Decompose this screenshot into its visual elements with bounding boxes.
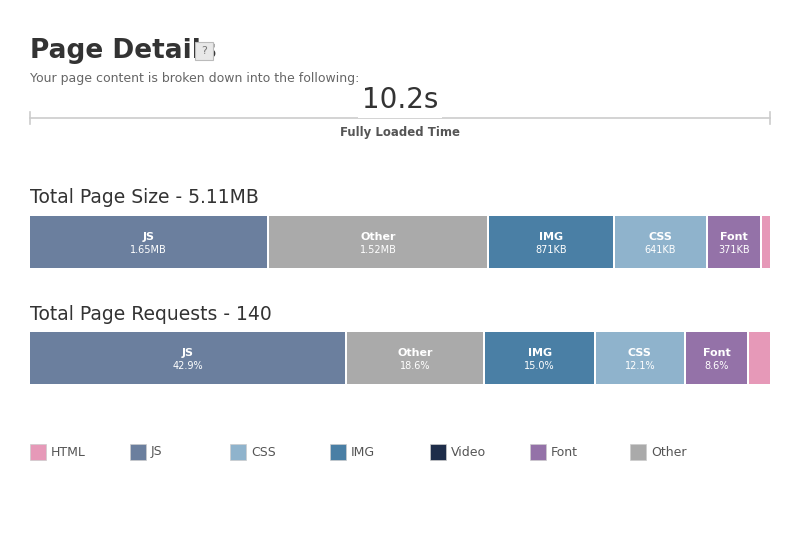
Text: 18.6%: 18.6% <box>400 361 430 371</box>
Bar <box>347 332 483 384</box>
Text: Fully Loaded Time: Fully Loaded Time <box>340 126 460 139</box>
Text: 641KB: 641KB <box>645 245 676 255</box>
Text: 15.0%: 15.0% <box>524 361 555 371</box>
Text: Font: Font <box>551 445 578 458</box>
Text: Other: Other <box>651 445 686 458</box>
Text: 1.65MB: 1.65MB <box>130 245 167 255</box>
Text: 10.2s: 10.2s <box>362 86 438 114</box>
Text: JS: JS <box>142 232 154 242</box>
Bar <box>489 216 613 268</box>
Text: 8.6%: 8.6% <box>704 361 729 371</box>
Text: CSS: CSS <box>649 232 673 242</box>
Bar <box>762 216 770 268</box>
Text: Page Details: Page Details <box>30 38 217 64</box>
Text: JS: JS <box>182 348 194 358</box>
Bar <box>708 216 760 268</box>
Bar <box>750 332 770 384</box>
Text: IMG: IMG <box>351 445 375 458</box>
Text: Font: Font <box>720 232 748 242</box>
Bar <box>530 444 546 460</box>
Bar <box>195 42 213 60</box>
Bar <box>615 216 706 268</box>
Text: 371KB: 371KB <box>718 245 750 255</box>
Bar <box>330 444 346 460</box>
Text: IMG: IMG <box>527 348 552 358</box>
Text: Other: Other <box>398 348 433 358</box>
Text: 871KB: 871KB <box>535 245 567 255</box>
Text: Total Page Requests - 140: Total Page Requests - 140 <box>30 305 272 324</box>
Text: 12.1%: 12.1% <box>625 361 655 371</box>
Text: 42.9%: 42.9% <box>173 361 203 371</box>
Text: JS: JS <box>151 445 162 458</box>
Bar <box>485 332 594 384</box>
Text: HTML: HTML <box>51 445 86 458</box>
Text: IMG: IMG <box>539 232 563 242</box>
Text: CSS: CSS <box>251 445 276 458</box>
Bar <box>130 444 146 460</box>
Bar <box>430 444 446 460</box>
Bar <box>30 332 346 384</box>
Bar <box>686 332 747 384</box>
Text: Video: Video <box>451 445 486 458</box>
Bar <box>596 332 684 384</box>
Text: 1.52MB: 1.52MB <box>359 245 396 255</box>
Text: Total Page Size - 5.11MB: Total Page Size - 5.11MB <box>30 188 259 207</box>
Bar <box>630 444 646 460</box>
Text: CSS: CSS <box>628 348 652 358</box>
Text: Your page content is broken down into the following:: Your page content is broken down into th… <box>30 72 359 85</box>
Text: Other: Other <box>360 232 396 242</box>
Bar <box>30 216 267 268</box>
Bar <box>30 444 46 460</box>
Bar <box>230 444 246 460</box>
Text: Font: Font <box>702 348 730 358</box>
Bar <box>269 216 487 268</box>
Text: ?: ? <box>201 46 207 56</box>
